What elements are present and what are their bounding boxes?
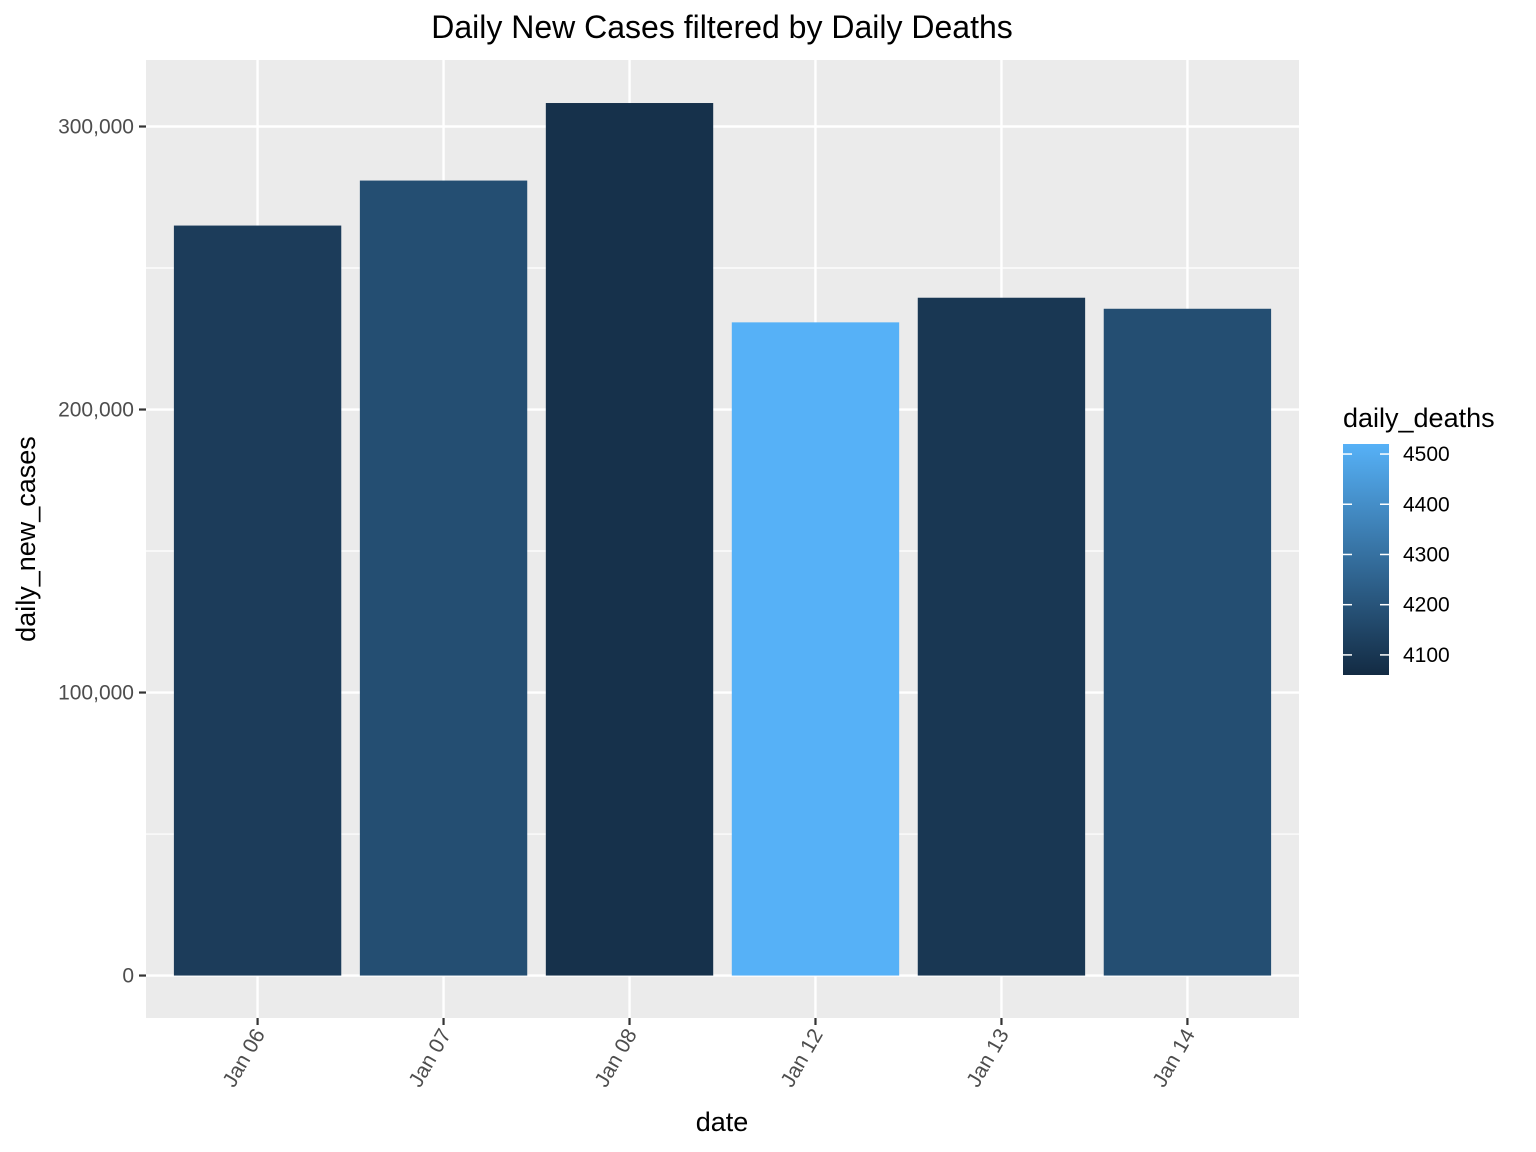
bar-jan-07	[359, 180, 528, 976]
y-tick-label: 0	[122, 965, 134, 988]
bar-jan-08	[545, 103, 714, 976]
x-tick-label: Jan 06	[218, 1025, 269, 1091]
legend-label: 4100	[1403, 644, 1450, 667]
x-tick-label: Jan 07	[404, 1025, 455, 1091]
legend-title: daily_deaths	[1343, 403, 1495, 433]
bar-jan-06	[173, 225, 342, 976]
y-tick-label: 300,000	[58, 116, 134, 139]
x-tick-label: Jan 08	[590, 1025, 641, 1091]
bar-jan-14	[1103, 308, 1272, 976]
y-tick-label: 100,000	[58, 682, 134, 705]
legend-label: 4400	[1403, 493, 1450, 516]
legend-ticks: 4100 4200 4300 4400 4500	[1343, 443, 1450, 667]
x-axis: Jan 06 Jan 07 Jan 08 Jan 12 Jan 13 Jan 14	[218, 1018, 1200, 1091]
legend-label: 4200	[1403, 594, 1450, 617]
legend-colorbar	[1343, 444, 1389, 675]
x-tick-label: Jan 13	[962, 1025, 1013, 1091]
legend-label: 4500	[1403, 443, 1450, 466]
bars	[173, 103, 1272, 976]
chart-title: Daily New Cases filtered by Daily Deaths	[431, 9, 1013, 45]
x-tick-label: Jan 14	[1148, 1025, 1200, 1091]
y-tick-label: 200,000	[58, 399, 134, 422]
x-axis-title: date	[696, 1107, 749, 1137]
legend-label: 4300	[1403, 543, 1450, 566]
legend: daily_deaths 4100 4200 4300 4400 4500	[1343, 403, 1495, 675]
bar-jan-13	[917, 297, 1086, 976]
bar-jan-12	[731, 322, 900, 976]
y-axis-title: daily_new_cases	[11, 436, 41, 642]
y-axis: 0 100,000 200,000 300,000	[58, 116, 146, 988]
x-tick-label: Jan 12	[776, 1025, 827, 1091]
